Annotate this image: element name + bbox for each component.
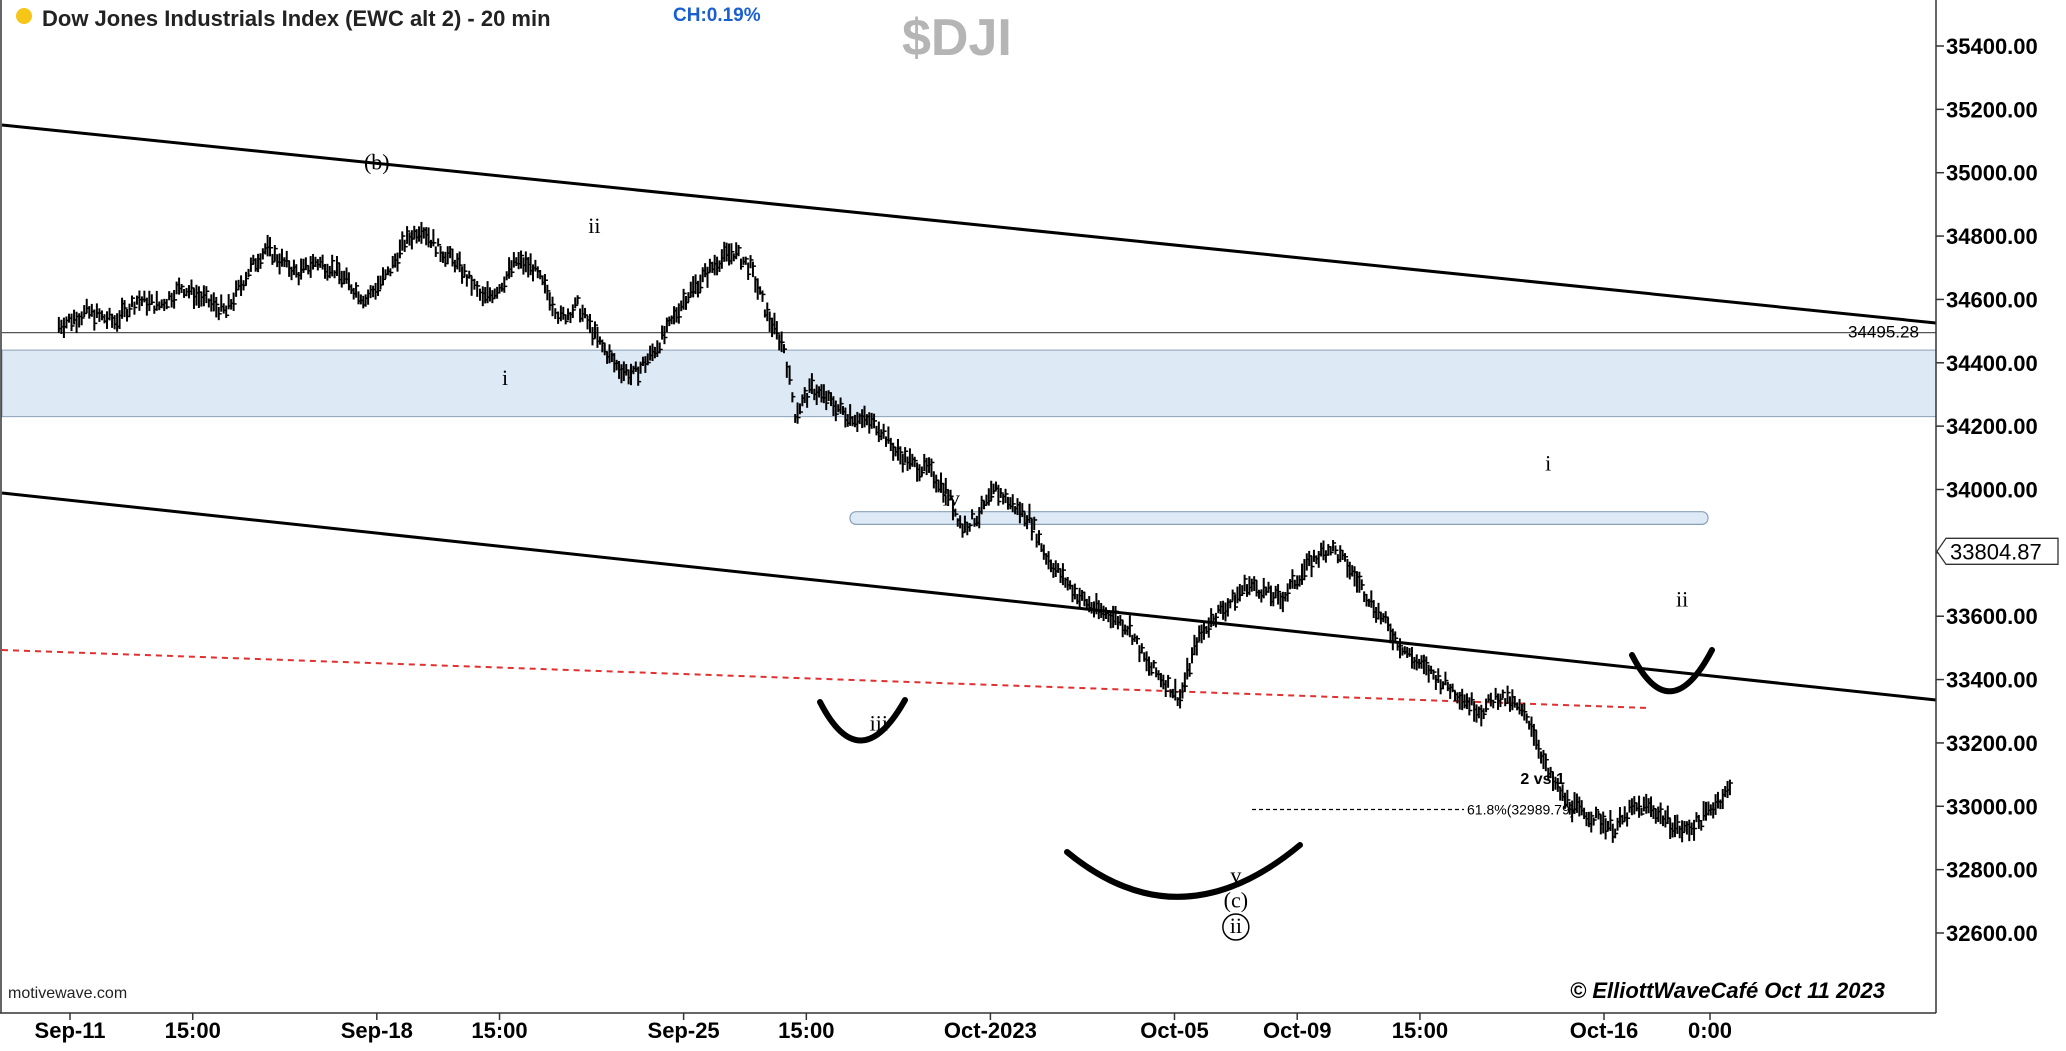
x-tick-label: 0:00 — [1688, 1018, 1732, 1043]
wave-label: iii — [870, 710, 888, 735]
x-tick-label: Sep-11 — [35, 1018, 106, 1043]
horizontal-level-label: 34495.28 — [1848, 323, 1919, 342]
wave-label: iv — [943, 485, 960, 510]
price-bars — [57, 221, 1733, 843]
last-price-tag: 33804.87 — [1936, 537, 2059, 565]
y-tick-label: 33400.00 — [1946, 668, 2038, 693]
x-tick-label: 15:00 — [1392, 1018, 1448, 1043]
time-axis: Sep-11 15:00 Sep-18 15:00 Sep-25 15:00 Oct-202… — [35, 1013, 1732, 1043]
resistance-zone — [1, 349, 1937, 418]
curve-projected-ii — [1629, 647, 1715, 695]
lower-channel-line — [1, 491, 1937, 702]
y-tick-label: 34400.00 — [1946, 351, 2038, 376]
wave-label: i — [502, 365, 508, 390]
circle-mark — [1222, 913, 1250, 941]
time-axis-background — [0, 1014, 2066, 1046]
x-tick-label: 15:00 — [165, 1018, 221, 1043]
wave-label: (c) — [1224, 888, 1248, 913]
price-axis: 32600.00 32800.00 33000.00 33200.00 33400.00… — [1936, 34, 2038, 946]
copyright-label: © ElliottWaveCafé Oct 11 2023 — [1570, 978, 1885, 1003]
price-axis-background — [1937, 0, 2066, 1013]
y-tick-label: 34800.00 — [1946, 224, 2038, 249]
x-tick-label: Oct-16 — [1570, 1018, 1638, 1043]
curve-iii — [817, 697, 908, 744]
y-tick-label: 32800.00 — [1946, 858, 2038, 883]
y-tick-label: 35200.00 — [1946, 97, 2038, 122]
y-tick-label: 35000.00 — [1946, 161, 2038, 186]
wave-label: ii — [1676, 587, 1688, 612]
y-tick-label: 33200.00 — [1946, 731, 2038, 756]
chart-title: Dow Jones Industrials Index (EWC alt 2) … — [42, 6, 551, 31]
x-tick-label: Oct-2023 — [944, 1018, 1037, 1043]
wave-label: 2 vs 1 — [1520, 771, 1565, 788]
y-tick-label: 34000.00 — [1946, 478, 2038, 503]
wave-label: (b) — [364, 150, 390, 175]
y-tick-label: 33000.00 — [1946, 794, 2038, 819]
upper-channel-line — [1, 123, 1937, 325]
wave-label: v — [1230, 862, 1241, 887]
x-tick-label: Sep-25 — [648, 1018, 720, 1043]
y-tick-label: 32600.00 — [1946, 921, 2038, 946]
wave-label: ii — [588, 213, 600, 238]
symbol-watermark: $DJI — [902, 9, 1012, 67]
y-tick-label: 33600.00 — [1946, 604, 2038, 629]
x-tick-label: Oct-05 — [1140, 1018, 1208, 1043]
fib-retracement-label: 61.8%(32989.79) — [1467, 802, 1574, 818]
y-tick-label: 34600.00 — [1946, 287, 2038, 312]
target-zone — [849, 511, 1709, 525]
wave-label: ii — [1230, 913, 1242, 938]
source-label: motivewave.com — [8, 985, 127, 1002]
x-tick-label: Oct-09 — [1263, 1018, 1331, 1043]
y-tick-label: 35400.00 — [1946, 34, 2038, 59]
x-tick-label: Sep-18 — [341, 1018, 413, 1043]
change-label: CH:0.19% — [673, 5, 761, 26]
status-dot-icon — [16, 8, 32, 24]
x-tick-label: 15:00 — [471, 1018, 527, 1043]
wave-label: i — [1545, 450, 1551, 475]
x-tick-label: 15:00 — [778, 1018, 834, 1043]
curve-c — [1064, 842, 1303, 900]
y-tick-label: 34200.00 — [1946, 414, 2038, 439]
last-price-label: 33804.87 — [1950, 539, 2042, 564]
